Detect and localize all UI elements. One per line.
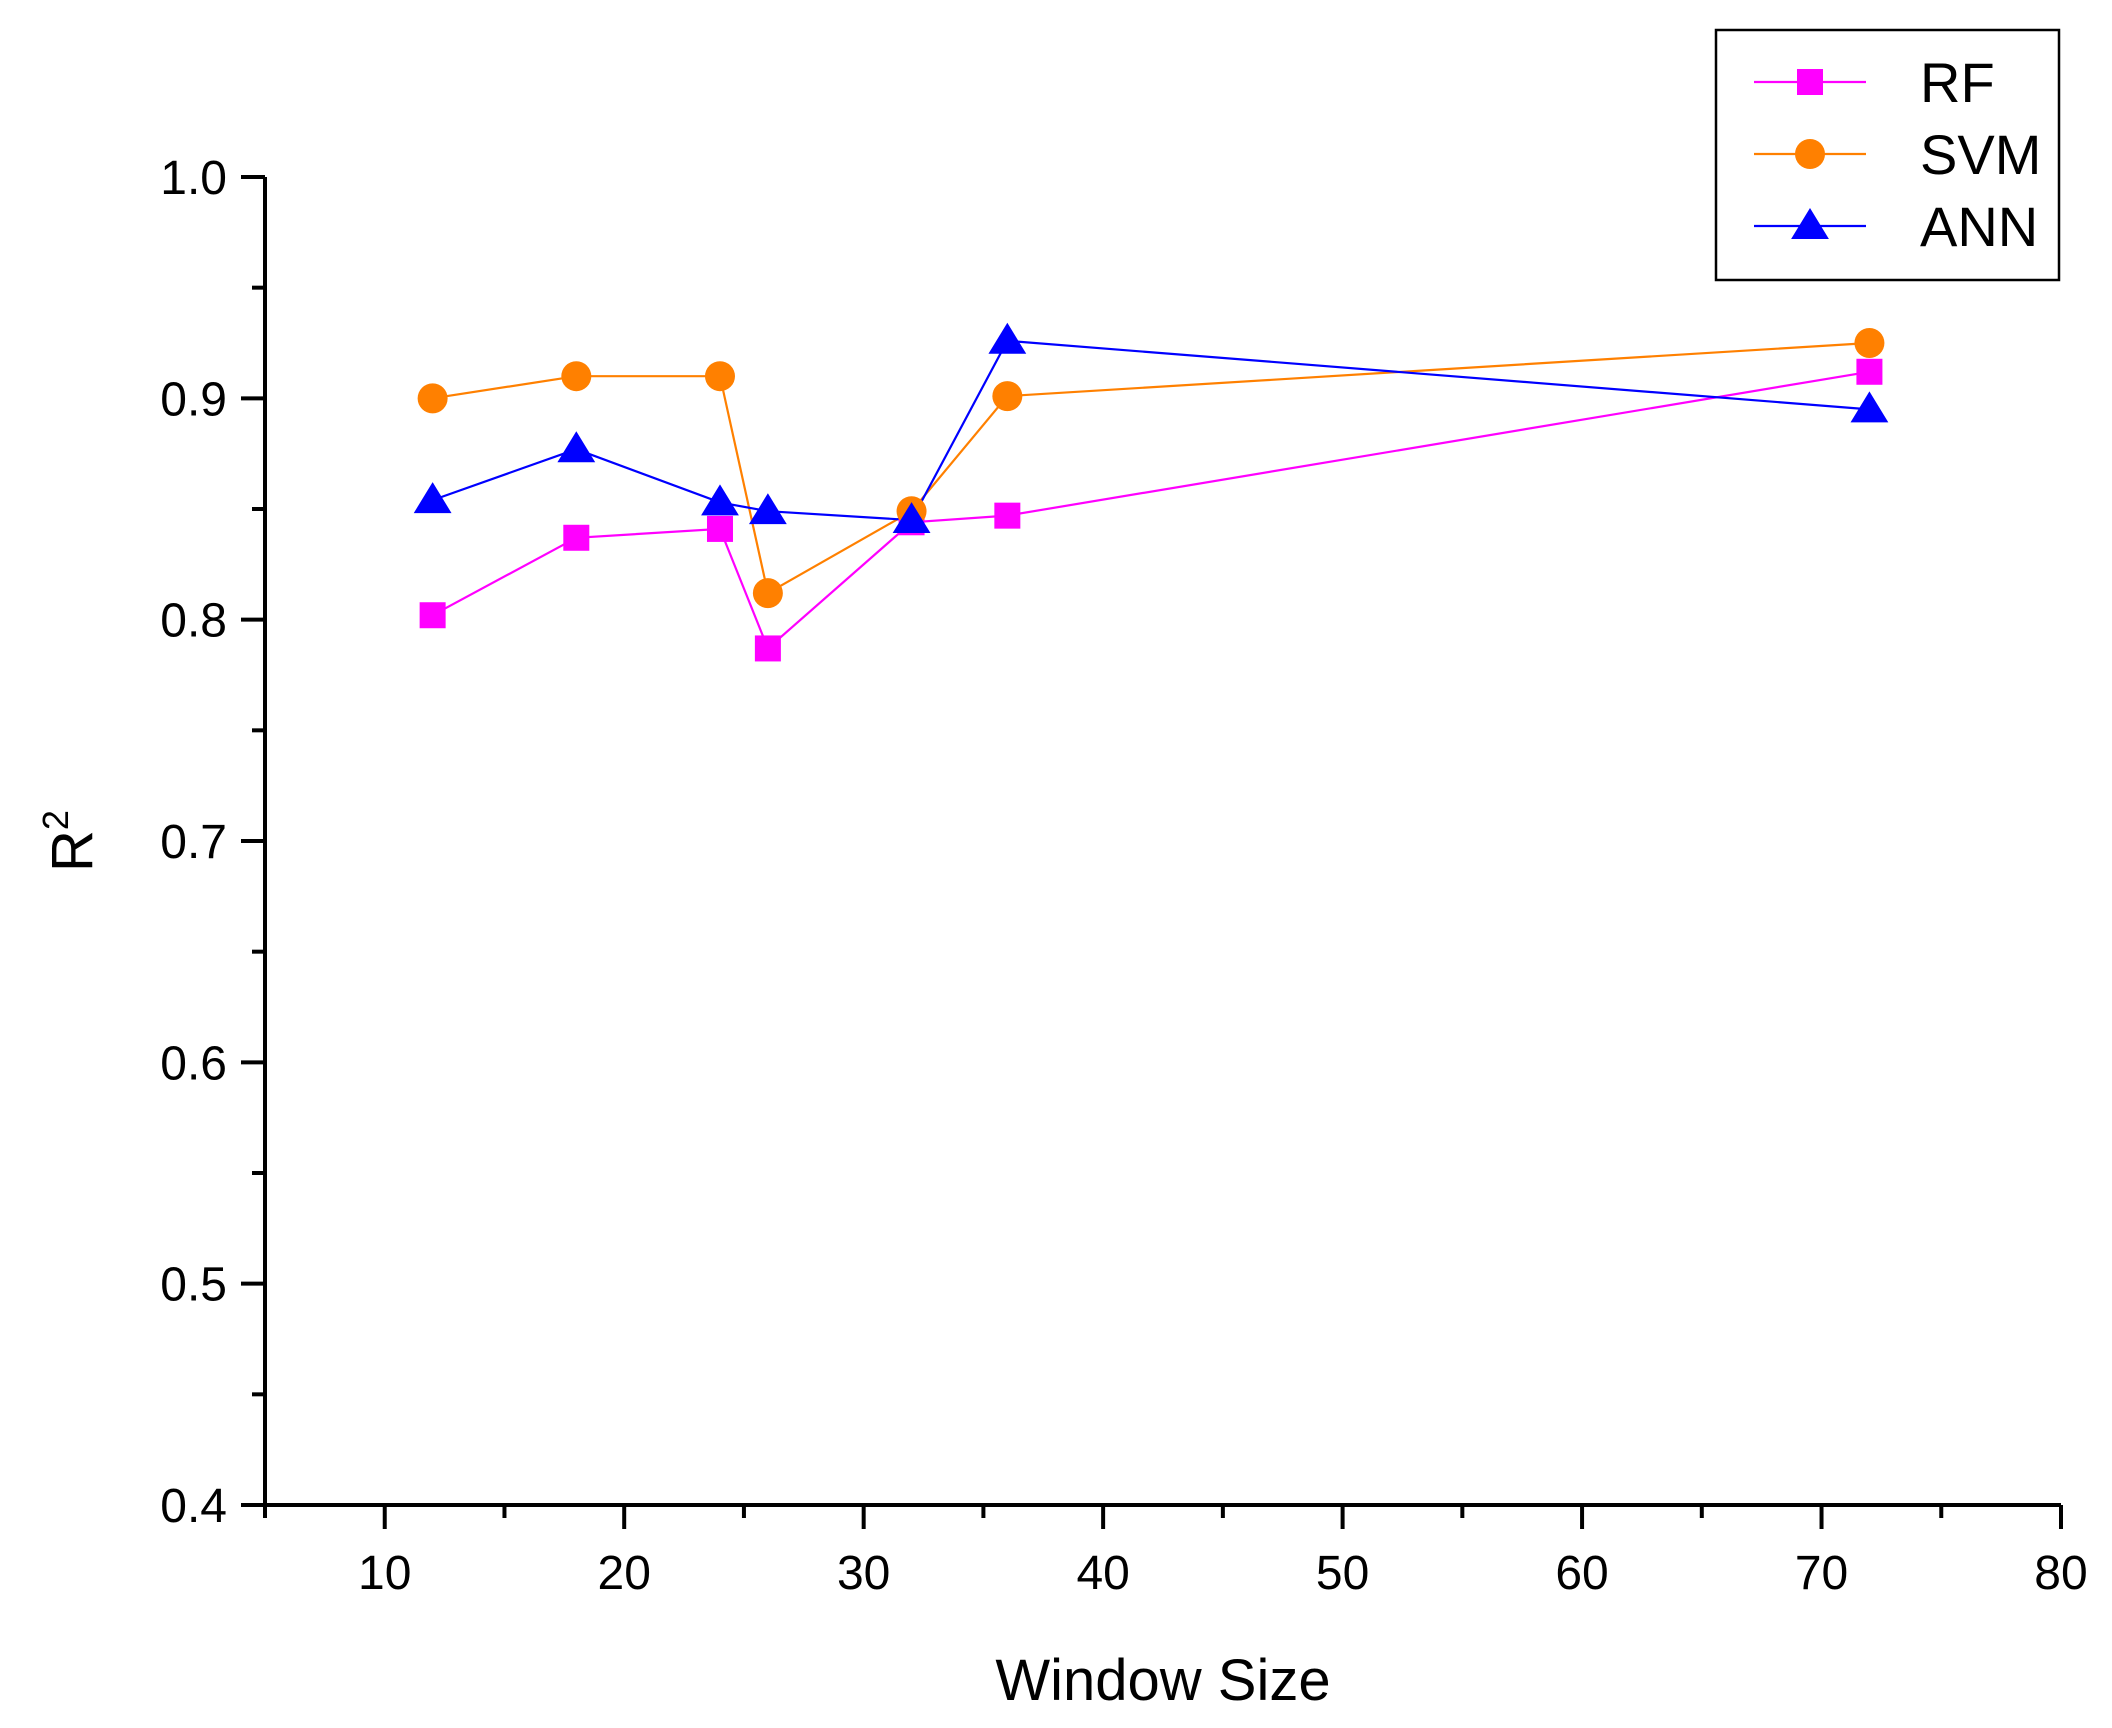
data-point-rf bbox=[994, 502, 1021, 529]
data-point-svm bbox=[561, 361, 592, 392]
x-tick-label: 70 bbox=[1795, 1547, 1848, 1600]
series-markers bbox=[413, 322, 1889, 662]
data-point-svm bbox=[752, 578, 783, 609]
y-tick-label: 0.4 bbox=[160, 1480, 227, 1533]
data-point-ann bbox=[413, 482, 452, 514]
x-tick-label: 30 bbox=[837, 1547, 890, 1600]
x-tick-label: 60 bbox=[1555, 1547, 1608, 1600]
y-tick-label: 0.6 bbox=[160, 1037, 227, 1090]
data-point-rf bbox=[1856, 358, 1883, 385]
legend-label-rf: RF bbox=[1920, 51, 1995, 114]
x-tick-label: 40 bbox=[1076, 1547, 1129, 1600]
x-axis-title: Window Size bbox=[995, 1648, 1330, 1713]
series-line-svm bbox=[432, 341, 1870, 595]
legend-marker-rf bbox=[1797, 69, 1823, 95]
y-axis-title: R2 bbox=[35, 810, 105, 872]
y-tick-label: 0.5 bbox=[160, 1259, 227, 1312]
legend-marker-svm bbox=[1795, 139, 1825, 169]
x-tick-label: 80 bbox=[2034, 1547, 2087, 1600]
y-tick-label: 1.0 bbox=[160, 152, 227, 205]
data-point-svm bbox=[992, 381, 1023, 412]
y-axis-title-base: R bbox=[40, 830, 105, 872]
x-tick-label: 50 bbox=[1316, 1547, 1369, 1600]
data-point-ann bbox=[988, 322, 1027, 354]
y-tick-label: 0.9 bbox=[160, 373, 227, 426]
axes: 10 20 30 40 50 60 70 80 0.4 0.5 0.6 0.7 0.8 0.9 1.0 bbox=[160, 152, 2087, 1600]
data-point-rf bbox=[563, 524, 590, 551]
series-line-ann bbox=[432, 339, 1870, 522]
y-tick-label: 0.8 bbox=[160, 595, 227, 648]
data-point-ann bbox=[1850, 391, 1889, 423]
data-point-ann bbox=[748, 493, 787, 525]
data-point-rf bbox=[754, 635, 781, 662]
data-point-ann bbox=[701, 484, 739, 516]
legend: RF SVM ANN bbox=[1714, 28, 2061, 282]
legend-label-ann: ANN bbox=[1920, 195, 2038, 258]
data-point-svm bbox=[704, 361, 735, 392]
series-lines bbox=[432, 339, 1870, 651]
data-point-ann bbox=[892, 502, 931, 534]
legend-label-svm: SVM bbox=[1920, 123, 2041, 186]
x-tick-label: 20 bbox=[598, 1547, 651, 1600]
data-point-svm bbox=[1854, 328, 1885, 358]
series-line-rf bbox=[432, 370, 1870, 651]
data-point-ann bbox=[557, 431, 596, 463]
data-point-svm bbox=[417, 383, 448, 414]
data-point-rf bbox=[419, 602, 446, 629]
legend-marker-ann bbox=[1791, 208, 1829, 239]
y-axis-title-superscript: 2 bbox=[35, 810, 76, 830]
data-point-rf bbox=[706, 515, 733, 542]
x-tick-label: 10 bbox=[358, 1547, 411, 1600]
y-tick-label: 0.7 bbox=[160, 816, 227, 869]
